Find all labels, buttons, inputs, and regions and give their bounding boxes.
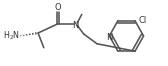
Text: N: N — [106, 33, 113, 42]
Text: Cl: Cl — [138, 16, 147, 25]
Text: H$_2$N: H$_2$N — [3, 30, 20, 42]
Text: O: O — [55, 3, 61, 12]
Text: N: N — [72, 21, 78, 30]
